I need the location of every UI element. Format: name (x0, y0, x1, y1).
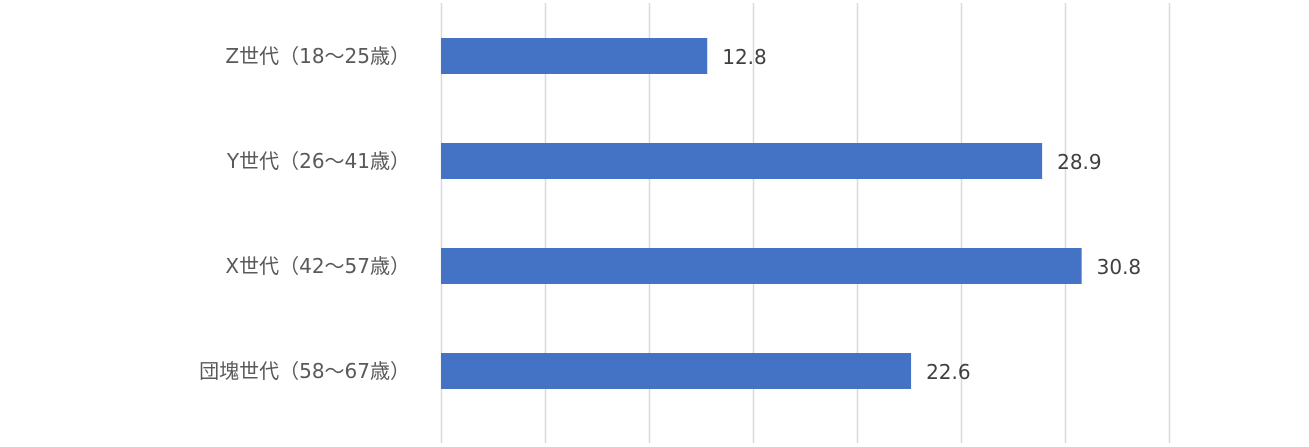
bar (441, 143, 1043, 179)
bar (441, 38, 708, 74)
category-label: 団塊世代（58〜67歳） (199, 359, 410, 383)
bar (441, 353, 912, 389)
category-label: Y世代（26〜41歳） (226, 149, 410, 173)
data-label: 30.8 (1097, 255, 1142, 279)
category-label: Z世代（18〜25歳） (225, 44, 410, 68)
data-label: 12.8 (722, 45, 767, 69)
bar (441, 248, 1082, 284)
data-label: 22.6 (926, 360, 971, 384)
category-label: X世代（42〜57歳） (225, 254, 410, 278)
data-label: 28.9 (1057, 150, 1102, 174)
